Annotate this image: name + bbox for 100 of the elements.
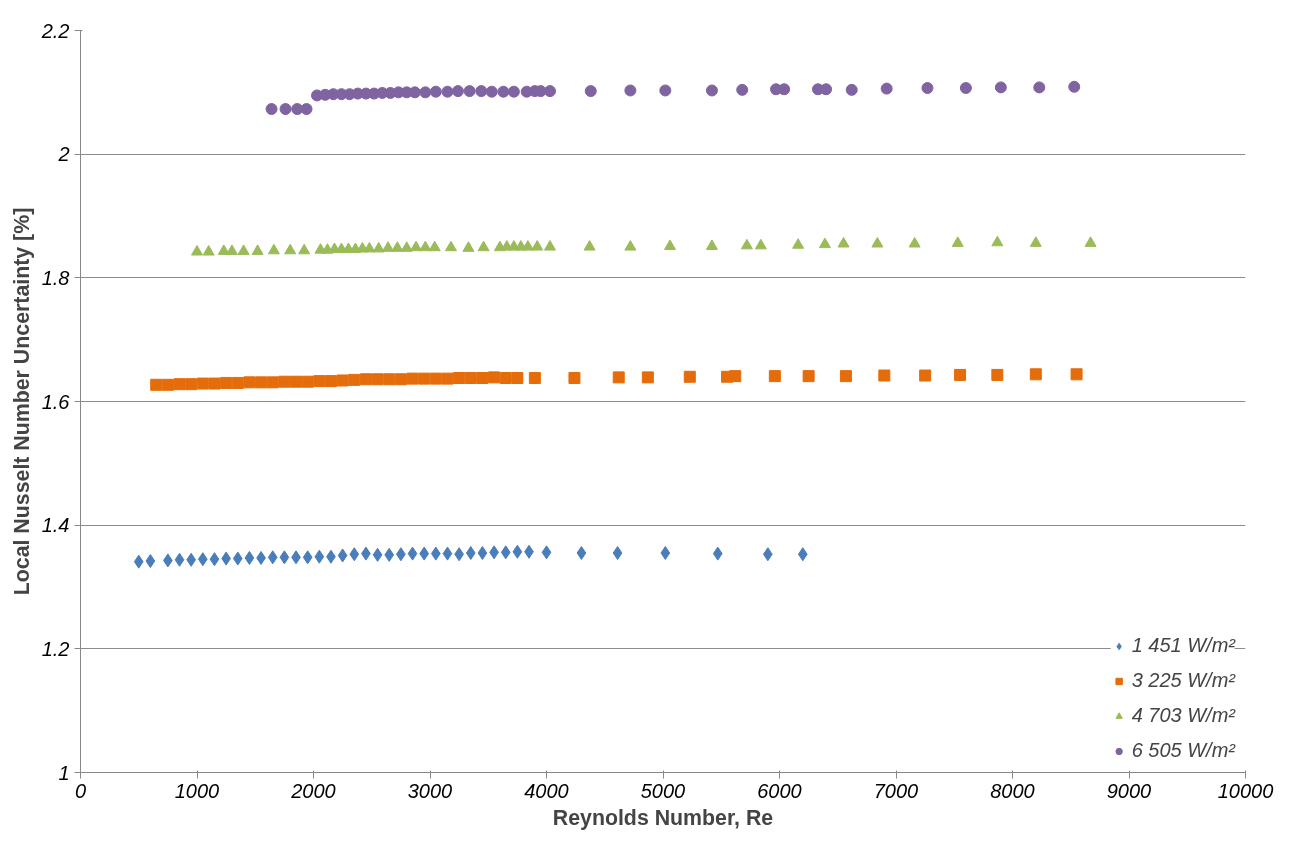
point xyxy=(278,375,291,388)
point xyxy=(521,240,534,251)
x-tick-label: 1000 xyxy=(174,779,220,802)
point xyxy=(802,370,815,383)
point xyxy=(382,241,395,252)
point xyxy=(477,545,488,560)
y-tick-label: 2 xyxy=(57,143,70,166)
point xyxy=(372,241,385,253)
point xyxy=(324,375,337,388)
point xyxy=(878,369,891,382)
point xyxy=(391,241,404,252)
point xyxy=(683,370,696,383)
point xyxy=(418,372,431,385)
legend-label: 1 451 W/m² xyxy=(1131,634,1235,657)
x-tick-label: 6000 xyxy=(757,779,802,802)
point xyxy=(1084,236,1097,247)
point xyxy=(453,372,466,384)
point xyxy=(462,241,475,252)
point xyxy=(174,552,185,567)
point xyxy=(337,548,348,563)
point xyxy=(1029,368,1042,381)
point xyxy=(1068,80,1081,93)
point xyxy=(768,370,781,383)
point xyxy=(410,240,423,252)
point xyxy=(641,371,654,384)
point xyxy=(197,552,208,567)
point xyxy=(419,240,432,252)
point xyxy=(348,373,361,386)
point xyxy=(279,103,292,116)
point xyxy=(499,372,512,384)
point xyxy=(209,552,220,567)
point xyxy=(837,236,850,248)
point xyxy=(871,236,884,248)
point xyxy=(371,373,384,386)
point xyxy=(705,239,718,250)
point xyxy=(612,545,623,560)
point xyxy=(298,243,311,255)
point xyxy=(231,376,244,389)
point xyxy=(624,240,637,251)
point xyxy=(740,238,753,250)
point xyxy=(133,554,144,569)
point xyxy=(407,546,418,561)
point xyxy=(1033,81,1046,94)
point xyxy=(845,83,858,96)
x-tick-label: 9000 xyxy=(1106,779,1152,802)
point xyxy=(186,552,197,567)
point xyxy=(372,547,383,562)
y-axis-title: Local Nusselt Number Uncertainty [%] xyxy=(9,207,34,596)
point xyxy=(225,244,238,255)
point xyxy=(284,243,297,255)
point xyxy=(406,372,419,385)
x-axis-title: Reynolds Number, Re xyxy=(552,805,774,830)
legend-label: 4 703 W/m² xyxy=(1131,704,1235,727)
point xyxy=(196,377,209,390)
point xyxy=(419,86,432,99)
point xyxy=(880,82,893,95)
point xyxy=(568,372,581,384)
point xyxy=(237,244,250,255)
point xyxy=(991,368,1004,381)
x-tick-label: 4000 xyxy=(524,779,569,802)
point xyxy=(477,240,490,252)
point xyxy=(528,372,541,384)
point xyxy=(244,550,255,565)
point xyxy=(583,240,596,251)
point xyxy=(754,238,767,250)
point xyxy=(314,549,325,564)
point xyxy=(729,370,742,383)
point xyxy=(441,85,454,98)
y-tick-label: 2.2 xyxy=(40,19,70,42)
point xyxy=(202,245,215,256)
x-tick-label: 0 xyxy=(74,779,87,802)
point xyxy=(451,85,464,98)
point xyxy=(797,547,808,562)
point xyxy=(359,373,372,386)
point xyxy=(349,547,360,562)
point xyxy=(919,369,932,382)
point xyxy=(736,83,749,96)
point xyxy=(251,244,264,255)
y-tick-label: 1.8 xyxy=(41,266,70,289)
point xyxy=(336,374,349,387)
point xyxy=(265,103,278,116)
point xyxy=(1029,236,1042,247)
point xyxy=(531,240,544,251)
point xyxy=(394,373,407,386)
point xyxy=(465,545,476,560)
point xyxy=(290,375,303,388)
point xyxy=(792,238,805,249)
point xyxy=(954,368,967,381)
point xyxy=(429,372,442,385)
point xyxy=(543,240,556,251)
point xyxy=(429,85,442,98)
x-tick-label: 7000 xyxy=(873,779,919,802)
point xyxy=(464,372,477,384)
point xyxy=(185,378,198,391)
point xyxy=(705,84,718,97)
point xyxy=(430,546,441,561)
point xyxy=(232,551,243,566)
point xyxy=(959,82,972,94)
point xyxy=(1070,368,1083,381)
point xyxy=(994,81,1007,94)
